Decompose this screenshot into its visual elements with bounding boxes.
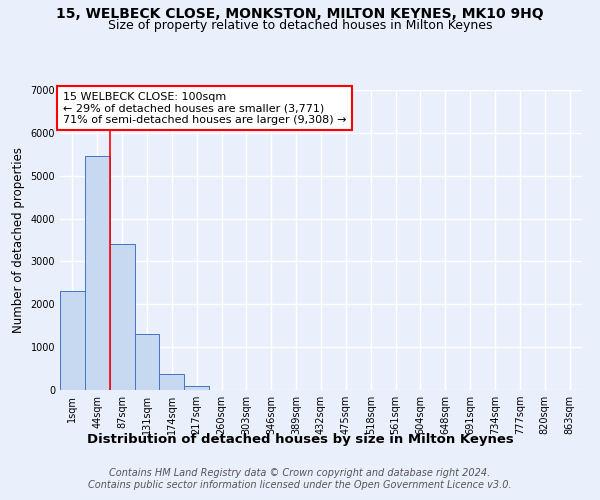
Text: 15, WELBECK CLOSE, MONKSTON, MILTON KEYNES, MK10 9HQ: 15, WELBECK CLOSE, MONKSTON, MILTON KEYN… <box>56 8 544 22</box>
Bar <box>160 374 184 390</box>
Bar <box>110 244 134 390</box>
Bar <box>134 334 160 390</box>
Bar <box>184 386 209 390</box>
Y-axis label: Number of detached properties: Number of detached properties <box>12 147 25 333</box>
Bar <box>60 292 85 390</box>
Bar <box>85 156 110 390</box>
Text: Contains HM Land Registry data © Crown copyright and database right 2024.: Contains HM Land Registry data © Crown c… <box>109 468 491 477</box>
Text: Size of property relative to detached houses in Milton Keynes: Size of property relative to detached ho… <box>108 18 492 32</box>
Text: 15 WELBECK CLOSE: 100sqm
← 29% of detached houses are smaller (3,771)
71% of sem: 15 WELBECK CLOSE: 100sqm ← 29% of detach… <box>62 92 346 124</box>
Text: Contains public sector information licensed under the Open Government Licence v3: Contains public sector information licen… <box>88 480 512 490</box>
Text: Distribution of detached houses by size in Milton Keynes: Distribution of detached houses by size … <box>86 432 514 446</box>
